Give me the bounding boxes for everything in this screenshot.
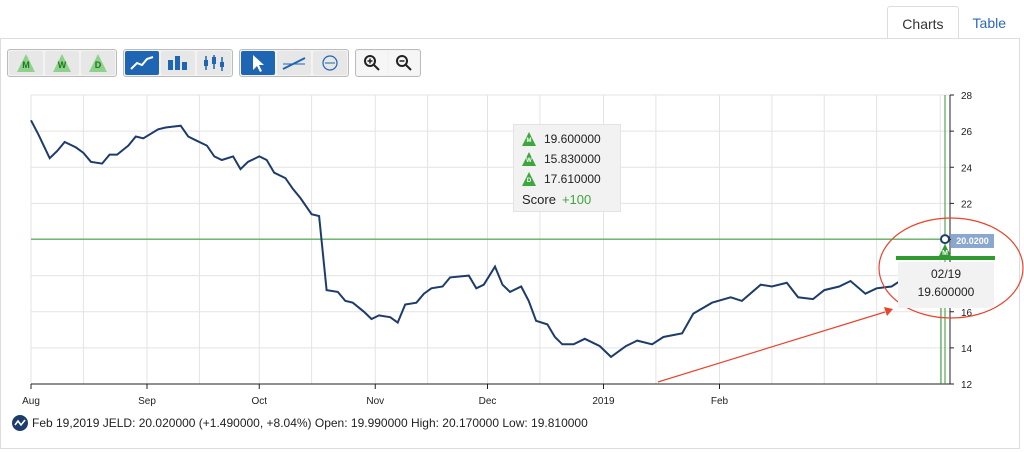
zoom-in-icon [364,55,380,71]
hover-date: 02/19 [930,267,962,281]
period-group: M W D [7,49,117,77]
annotation-arrow [657,311,886,383]
price-series-line [30,119,945,359]
y-tick-label: 12 [961,380,973,391]
quote-info-text: Feb 19,2019 JELD: 20.020000 (+1.490000, … [32,416,588,430]
rating-row-monthly: M 19.600000 [522,129,612,149]
daily-button[interactable]: D [81,51,115,75]
price-point-marker[interactable] [940,234,950,245]
weekly-rating-value: 15.830000 [544,152,601,166]
fibonacci-button[interactable] [313,51,347,75]
monthly-label: M [22,60,30,70]
bar-chart-button[interactable] [161,51,195,75]
tab-charts[interactable]: Charts [887,6,959,42]
x-tick-label: Sep [138,396,156,407]
annotation-arrowhead [884,307,893,316]
daily-label: D [94,60,102,70]
zoom-group [355,49,421,77]
zoom-out-button[interactable] [389,51,419,75]
zoom-out-icon [396,55,412,71]
score: Score +100 [522,192,612,207]
x-tick-label: Feb [711,396,729,407]
chart-frame [0,38,1020,449]
weekly-button[interactable]: W [45,51,79,75]
daily-rating-icon: D [522,172,536,186]
rating-row-daily: D 17.610000 [522,169,612,189]
daily-rating-value: 17.610000 [544,172,601,186]
zoom-in-button[interactable] [357,51,387,75]
pointer-button[interactable] [241,51,275,75]
chart-type-group [123,49,233,77]
x-tick-label: Nov [366,396,384,407]
rating-marker-icon [939,244,951,256]
score-label: Score [522,192,556,207]
rating-row-weekly: W 15.830000 [522,149,612,169]
weekly-label: W [57,60,67,70]
hover-value: 19.600000 [917,285,975,299]
score-value: +100 [561,192,592,207]
monthly-rating-value: 19.600000 [544,132,601,146]
hover-tooltip: 02/19 19.600000 [898,262,994,308]
line-chart-icon [130,56,154,70]
x-tick-label: 2019 [592,396,615,407]
ticker-logo-icon [12,415,28,431]
weekly-rating-icon: W [522,152,536,166]
monthly-button[interactable]: M [9,51,43,75]
tab-table[interactable]: Table [972,15,1006,31]
quote-info-bar: Feb 19,2019 JELD: 20.020000 (+1.490000, … [12,415,588,431]
chart-toolbar: M W D [7,49,421,77]
bar-chart-icon [168,56,187,70]
x-tick-label: Dec [479,396,497,407]
candlestick-icon [204,55,224,71]
rating-marker-letter: M [942,250,948,257]
monthly-rating-icon: M [522,132,536,146]
y-tick-label: 14 [961,344,973,355]
y-tick-label: 26 [961,127,973,138]
trendline-icon [282,57,306,70]
x-axis-labels: Aug Sep Oct Nov Dec 2019 Feb [22,383,950,407]
tool-group [239,49,349,77]
annotation-circle [878,217,1024,319]
x-tick-label: Aug [22,396,40,407]
pointer-icon [253,55,264,72]
line-chart-button[interactable] [125,51,159,75]
candlestick-button[interactable] [197,51,231,75]
x-tick-label: Oct [251,396,267,407]
y-tick-label: 24 [961,163,973,174]
y-tick-label: 28 [961,91,973,102]
price-tag: 20.0200 [951,234,994,248]
trendline-button[interactable] [277,51,311,75]
y-tick-label: 16 [961,308,973,319]
y-tick-label: 22 [961,199,973,210]
fibonacci-icon [322,55,338,71]
rating-tooltip: M 19.600000 W 15.830000 D 17.610000 Scor… [513,124,621,212]
